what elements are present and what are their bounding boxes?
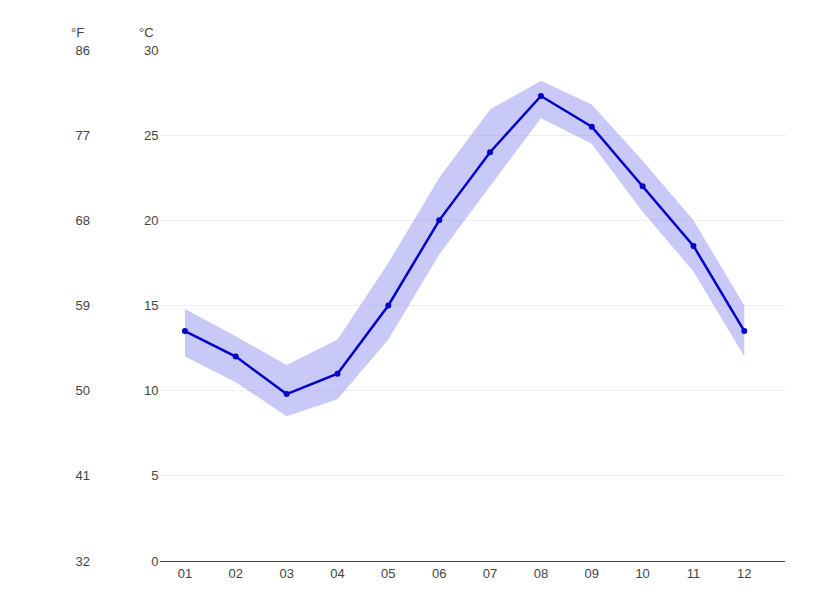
svg-text:05: 05 <box>381 566 395 581</box>
svg-text:0: 0 <box>151 554 158 569</box>
svg-text:10: 10 <box>144 383 158 398</box>
svg-text:10: 10 <box>635 566 649 581</box>
svg-text:02: 02 <box>229 566 243 581</box>
svg-text:25: 25 <box>144 128 158 143</box>
svg-text:5: 5 <box>151 468 158 483</box>
svg-text:08: 08 <box>534 566 548 581</box>
svg-text:11: 11 <box>687 566 701 581</box>
svg-text:20: 20 <box>144 213 158 228</box>
svg-text:03: 03 <box>279 566 293 581</box>
svg-text:°F: °F <box>71 25 84 40</box>
svg-text:32: 32 <box>76 554 90 569</box>
svg-text:68: 68 <box>76 213 90 228</box>
svg-text:15: 15 <box>144 298 158 313</box>
svg-text:59: 59 <box>76 298 90 313</box>
svg-text:°C: °C <box>139 25 154 40</box>
svg-text:86: 86 <box>76 43 90 58</box>
svg-text:06: 06 <box>432 566 446 581</box>
svg-text:07: 07 <box>483 566 497 581</box>
svg-text:77: 77 <box>76 128 90 143</box>
svg-text:50: 50 <box>76 383 90 398</box>
svg-text:01: 01 <box>178 566 192 581</box>
svg-text:09: 09 <box>585 566 599 581</box>
svg-text:04: 04 <box>330 566 344 581</box>
svg-text:41: 41 <box>76 468 90 483</box>
svg-text:30: 30 <box>144 43 158 58</box>
svg-text:12: 12 <box>737 566 751 581</box>
